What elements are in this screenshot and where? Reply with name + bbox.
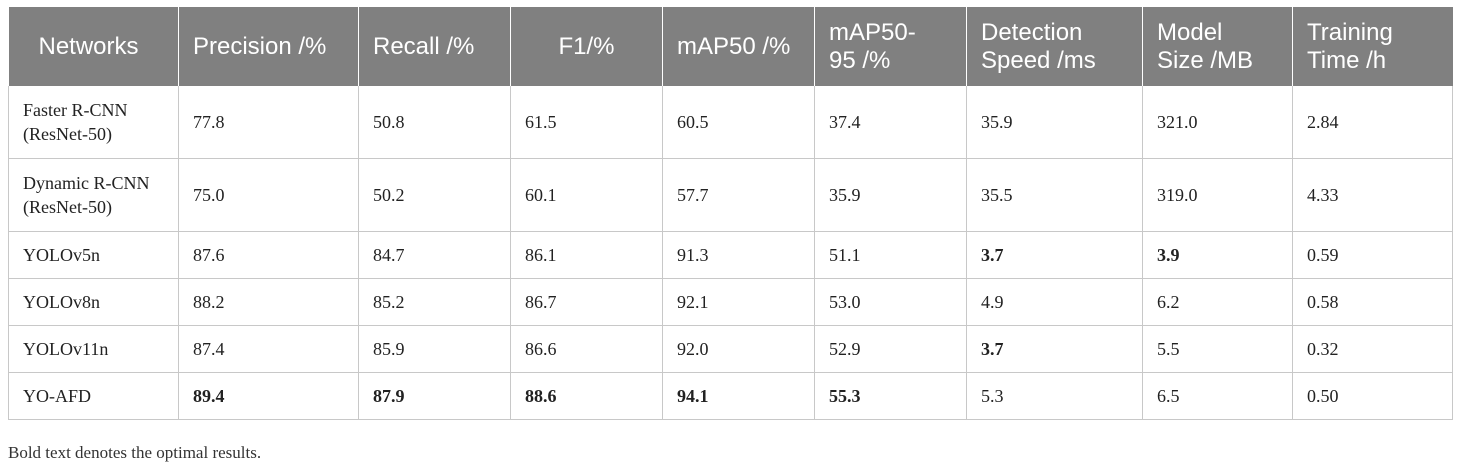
cell-training-time: 0.32 (1292, 325, 1453, 373)
cell-map50-95: 37.4 (814, 86, 967, 159)
cell-training-time: 4.33 (1292, 158, 1453, 232)
cell-model-size: 6.5 (1142, 372, 1293, 420)
cell-detection-speed: 35.5 (966, 158, 1143, 232)
header-recall: Recall /% (358, 7, 511, 86)
results-table: Networks Precision /% Recall /% F1/% mAP… (8, 7, 1453, 420)
cell-map50: 92.0 (662, 325, 815, 373)
cell-detection-speed: 3.7 (966, 325, 1143, 373)
cell-model-size: 6.2 (1142, 278, 1293, 326)
cell-model-size: 319.0 (1142, 158, 1293, 232)
cell-map50-95: 53.0 (814, 278, 967, 326)
cell-recall: 50.2 (358, 158, 511, 232)
cell-map50: 91.3 (662, 231, 815, 279)
cell-detection-speed: 5.3 (966, 372, 1143, 420)
cell-detection-speed: 35.9 (966, 86, 1143, 159)
cell-detection-speed: 4.9 (966, 278, 1143, 326)
cell-precision: 75.0 (178, 158, 359, 232)
header-training-time: Training Time /h (1292, 7, 1453, 86)
header-row: Networks Precision /% Recall /% F1/% mAP… (8, 7, 1453, 86)
cell-training-time: 0.50 (1292, 372, 1453, 420)
cell-precision: 88.2 (178, 278, 359, 326)
cell-network: YOLOv8n (8, 278, 179, 326)
cell-map50: 94.1 (662, 372, 815, 420)
table-row: Faster R-CNN (ResNet-50) 77.8 50.8 61.5 60.5 3… (8, 86, 1453, 159)
cell-network: YOLOv5n (8, 231, 179, 279)
table-body: Faster R-CNN (ResNet-50) 77.8 50.8 61.5 60.5 3… (8, 86, 1453, 420)
header-detection-speed: Detection Speed /ms (966, 7, 1143, 86)
cell-recall: 85.2 (358, 278, 511, 326)
cell-f1: 86.6 (510, 325, 663, 373)
cell-recall: 50.8 (358, 86, 511, 159)
header-f1: F1/% (510, 7, 663, 86)
cell-model-size: 5.5 (1142, 325, 1293, 373)
cell-recall: 84.7 (358, 231, 511, 279)
cell-map50: 60.5 (662, 86, 815, 159)
cell-model-size: 3.9 (1142, 231, 1293, 279)
cell-network: Faster R-CNN (ResNet-50) (8, 86, 179, 159)
table-row: YO-AFD 89.4 87.9 88.6 94.1 55.3 5.3 6.5 0.50 (8, 372, 1453, 420)
header-map50-95: mAP50- 95 /% (814, 7, 967, 86)
cell-training-time: 0.59 (1292, 231, 1453, 279)
cell-precision: 87.6 (178, 231, 359, 279)
cell-precision: 87.4 (178, 325, 359, 373)
cell-model-size: 321.0 (1142, 86, 1293, 159)
cell-precision: 77.8 (178, 86, 359, 159)
header-map50: mAP50 /% (662, 7, 815, 86)
results-table-container: Networks Precision /% Recall /% F1/% mAP… (8, 7, 1453, 420)
cell-map50-95: 55.3 (814, 372, 967, 420)
table-row: Dynamic R-CNN (ResNet-50) 75.0 50.2 60.1 57.7… (8, 158, 1453, 232)
cell-training-time: 0.58 (1292, 278, 1453, 326)
cell-detection-speed: 3.7 (966, 231, 1143, 279)
table-row: YOLOv5n 87.6 84.7 86.1 91.3 51.1 3.7 3.9 0.59 (8, 231, 1453, 279)
header-model-size: Model Size /MB (1142, 7, 1293, 86)
cell-network: YO-AFD (8, 372, 179, 420)
header-precision: Precision /% (178, 7, 359, 86)
table-footnote: Bold text denotes the optimal results. (8, 443, 262, 462)
header-networks: Networks (8, 7, 179, 86)
cell-recall: 85.9 (358, 325, 511, 373)
cell-map50-95: 52.9 (814, 325, 967, 373)
cell-network: YOLOv11n (8, 325, 179, 373)
cell-f1: 86.1 (510, 231, 663, 279)
cell-map50: 57.7 (662, 158, 815, 232)
cell-f1: 60.1 (510, 158, 663, 232)
cell-training-time: 2.84 (1292, 86, 1453, 159)
cell-recall: 87.9 (358, 372, 511, 420)
cell-map50-95: 35.9 (814, 158, 967, 232)
cell-f1: 88.6 (510, 372, 663, 420)
cell-map50-95: 51.1 (814, 231, 967, 279)
table-row: YOLOv11n 87.4 85.9 86.6 92.0 52.9 3.7 5.5 0.32 (8, 325, 1453, 373)
cell-precision: 89.4 (178, 372, 359, 420)
cell-network: Dynamic R-CNN (ResNet-50) (8, 158, 179, 232)
cell-map50: 92.1 (662, 278, 815, 326)
cell-f1: 61.5 (510, 86, 663, 159)
table-row: YOLOv8n 88.2 85.2 86.7 92.1 53.0 4.9 6.2 0.58 (8, 278, 1453, 326)
cell-f1: 86.7 (510, 278, 663, 326)
